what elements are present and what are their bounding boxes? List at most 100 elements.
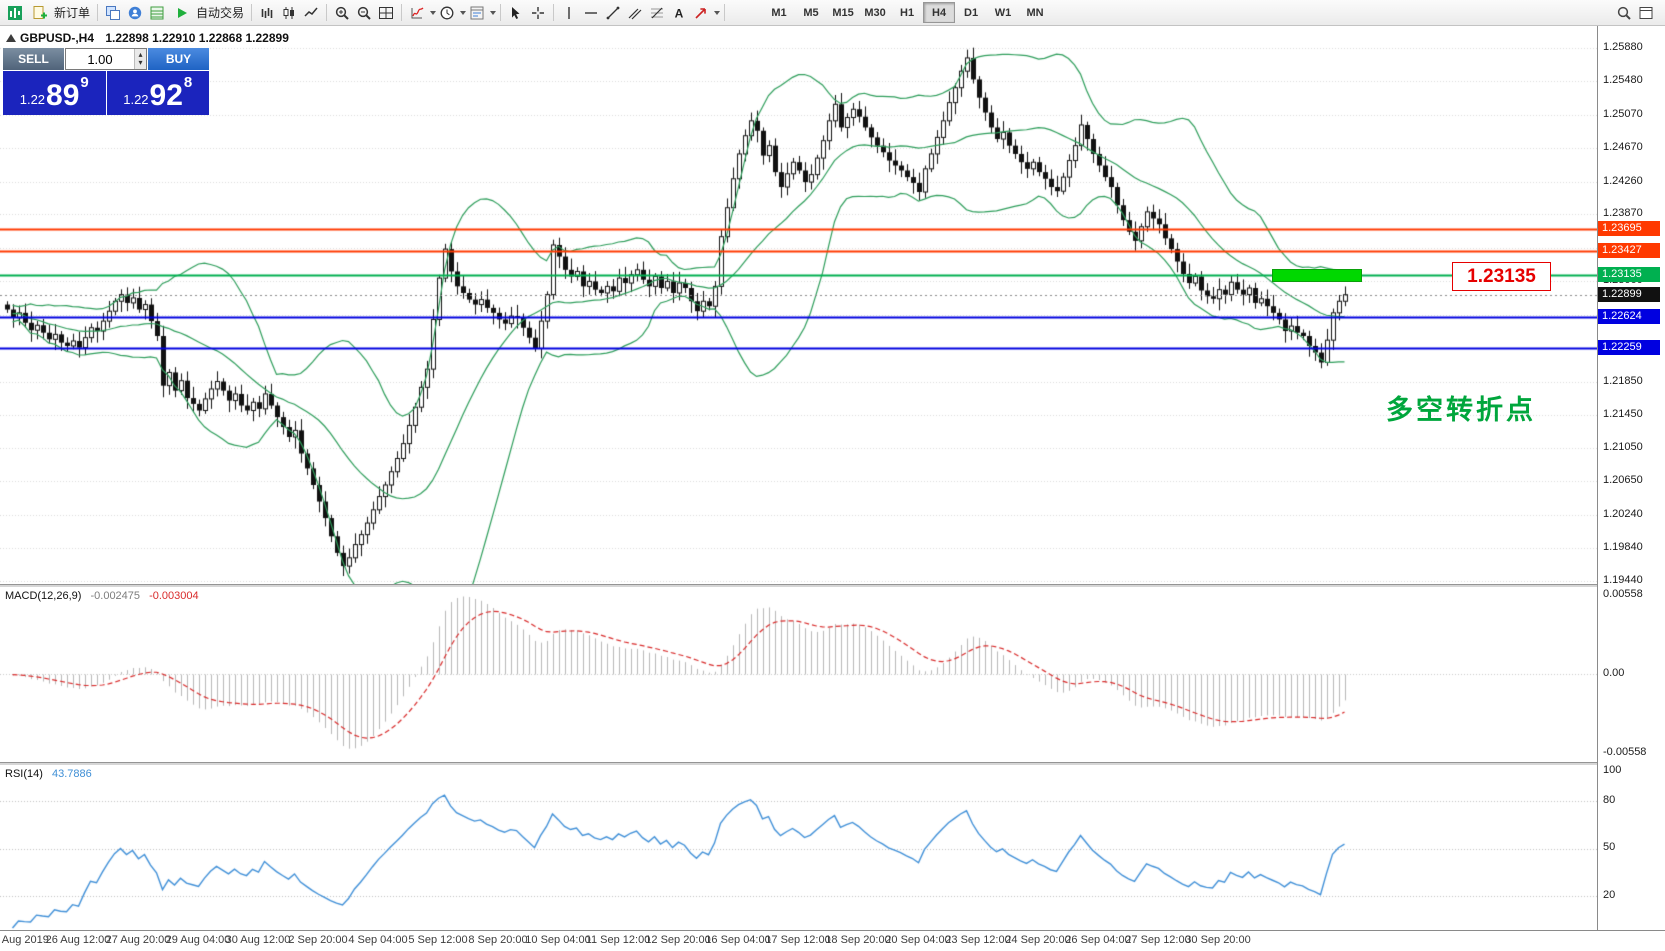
chevron-down-icon[interactable]	[430, 10, 437, 15]
time-axis-label: 24 Sep 20:00	[1005, 934, 1071, 946]
tile-windows-icon[interactable]	[375, 3, 397, 23]
indicators-icon[interactable]	[406, 3, 428, 23]
toolbar-separator	[326, 4, 328, 21]
time-axis-label: 5 Sep 12:00	[408, 934, 468, 946]
timeframe-m30[interactable]: M30	[864, 6, 886, 19]
one-click-trading-panel: SELL ▴ ▾ BUY 1.22 89 9 1.22 92 8	[3, 48, 209, 115]
time-axis-label: 30 Aug 12:00	[225, 934, 291, 946]
macd-chart[interactable]	[0, 587, 1597, 762]
price-level-badge: 1.22624	[1598, 309, 1660, 324]
price-level-badge: 1.23695	[1598, 221, 1660, 236]
timeframe-h4[interactable]: H4	[923, 2, 956, 23]
timeframe-d1[interactable]: D1	[964, 6, 979, 19]
chevron-down-icon[interactable]	[460, 10, 467, 15]
trendline-icon[interactable]	[602, 3, 624, 23]
zoom-out-icon[interactable]	[353, 3, 375, 23]
timeframe-m5[interactable]: M5	[803, 6, 819, 19]
buy-price-display[interactable]: 1.22 92 8	[106, 71, 209, 115]
templates-icon[interactable]	[466, 3, 488, 23]
highlight-zone-object[interactable]	[1272, 269, 1362, 283]
time-axis-label: 4 Sep 04:00	[348, 934, 408, 946]
time-axis-label: 30 Sep 20:00	[1185, 934, 1251, 946]
text-label-icon[interactable]: A	[668, 3, 690, 23]
volume-input[interactable]	[66, 49, 134, 69]
sell-button[interactable]: SELL	[3, 48, 64, 70]
sell-price-display[interactable]: 1.22 89 9	[3, 71, 106, 115]
equidistant-channel-icon[interactable]	[624, 3, 646, 23]
price-tick-label: 1.24670	[1603, 141, 1643, 153]
price-tick-label: 1.21850	[1603, 375, 1643, 387]
symbol-name: GBPUSD-,H4	[20, 31, 95, 45]
volume-increase-button[interactable]: ▴	[138, 50, 143, 59]
timeframe-h1[interactable]: H1	[900, 6, 915, 19]
data-window-icon[interactable]	[146, 3, 168, 23]
price-tick-label: 1.21450	[1603, 408, 1643, 420]
crosshair-icon[interactable]	[527, 3, 549, 23]
timeframe-m1[interactable]: M1	[771, 6, 787, 19]
rsi-axis-label: 20	[1603, 889, 1616, 901]
search-icon[interactable]	[1613, 3, 1635, 23]
main-chart[interactable]	[0, 26, 1597, 584]
line-chart-icon[interactable]	[300, 3, 322, 23]
charts-windows-icon[interactable]	[102, 3, 124, 23]
new-window-icon[interactable]	[1635, 3, 1657, 23]
fibonacci-icon[interactable]	[646, 3, 668, 23]
buy-button[interactable]: BUY	[148, 48, 209, 70]
time-axis-label: 10 Sep 04:00	[525, 934, 591, 946]
macd-axis-label: 0.00	[1603, 667, 1625, 679]
rsi-chart[interactable]	[0, 765, 1597, 930]
rsi-value: 43.7886	[51, 768, 92, 780]
cursor-icon[interactable]	[505, 3, 527, 23]
macd-value-main: -0.002475	[90, 590, 141, 602]
rsi-title: RSI(14)	[5, 768, 43, 780]
vertical-line-icon[interactable]	[558, 3, 580, 23]
panel-separator[interactable]	[0, 762, 1665, 765]
volume-decrease-button[interactable]: ▾	[138, 58, 143, 67]
profiles-icon[interactable]	[124, 3, 146, 23]
symbol-header: GBPUSD-,H4 1.22898 1.22910 1.22868 1.228…	[20, 31, 289, 45]
price-level-badge: 1.22899	[1598, 287, 1660, 302]
neworder-icon	[29, 3, 51, 23]
price-tick-label: 1.20650	[1603, 474, 1643, 486]
horizontal-line-icon[interactable]	[580, 3, 602, 23]
rsi-axis-label: 100	[1603, 764, 1622, 776]
candlestick-chart-icon[interactable]	[278, 3, 300, 23]
chevron-down-icon[interactable]	[714, 10, 721, 15]
price-level-badge: 1.22259	[1598, 340, 1660, 355]
time-axis[interactable]	[0, 930, 1665, 951]
price-tick-label: 1.25880	[1603, 41, 1643, 53]
time-axis-label: 26 Aug 12:00	[45, 934, 111, 946]
macd-value-signal: -0.003004	[149, 590, 199, 602]
price-level-badge: 1.23427	[1598, 243, 1660, 258]
timeframe-m15[interactable]: M15	[832, 6, 854, 19]
time-axis-label: 18 Sep 20:00	[825, 934, 891, 946]
collapse-one-click-button[interactable]	[6, 34, 16, 42]
panel-separator[interactable]	[0, 584, 1665, 587]
chinese-note-text[interactable]: 多空转折点	[1386, 395, 1536, 426]
time-axis-label: 27 Aug 20:00	[105, 934, 171, 946]
timeframe-mn[interactable]: MN	[1026, 6, 1044, 19]
timeframe-w1[interactable]: W1	[994, 6, 1012, 19]
price-tick-label: 1.25480	[1603, 74, 1643, 86]
zoom-in-icon[interactable]	[331, 3, 353, 23]
periods-icon[interactable]	[436, 3, 458, 23]
price-tick-label: 1.21050	[1603, 441, 1643, 453]
macd-header: MACD(12,26,9) -0.002475 -0.003004	[5, 590, 199, 602]
macd-axis-label: 0.00558	[1603, 588, 1643, 600]
bar-chart-icon[interactable]	[256, 3, 278, 23]
price-tick-label: 1.25070	[1603, 108, 1643, 120]
new-order-button[interactable]: 新订单	[26, 3, 93, 23]
sell-price-small: 1.22	[19, 92, 46, 107]
rsi-axis-label: 50	[1603, 841, 1616, 853]
price-tick-label: 1.20240	[1603, 508, 1643, 520]
price-axis[interactable]	[1598, 26, 1665, 930]
price-annotation-box[interactable]: 1.23135	[1452, 262, 1551, 291]
timeframe-group: M1 M5 M15 M30 H1 H4 D1 W1 MN	[763, 2, 1051, 23]
buy-price-big: 92	[149, 79, 183, 112]
toolbar-separator	[251, 4, 253, 21]
autotrading-button[interactable]: 自动交易	[168, 3, 247, 23]
time-axis-label: 23 Aug 2019	[0, 934, 49, 946]
arrow-objects-icon[interactable]	[690, 3, 712, 23]
svg-text:A: A	[675, 6, 684, 20]
chevron-down-icon[interactable]	[490, 10, 497, 15]
